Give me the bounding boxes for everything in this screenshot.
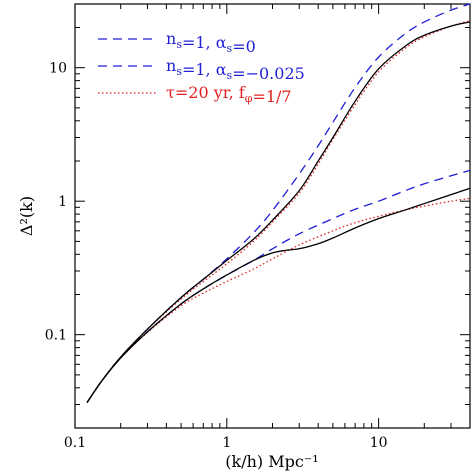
y-tick-label: 1 [58,194,67,210]
x-axis-label: (k/h) Mpc⁻¹ [225,452,318,471]
x-tick-label: 0.1 [64,435,86,451]
series-line-1 [86,169,471,403]
series-line-4 [86,21,471,403]
legend-label-0: ns=1, αs=0 [166,29,256,56]
legend-label-2: τ=20 yr, fφ=1/7 [166,83,292,106]
x-tick-label: 1 [222,435,231,451]
y-tick-label: 10 [49,61,67,77]
series-layer [86,3,471,403]
y-axis-label: Δ²(k) [17,196,36,236]
axis-ticks [74,3,471,429]
tick-labels: 0.1 1 10 0.1 1 10 [45,61,388,451]
series-line-3 [86,197,471,403]
legend-label-1: ns=1, αs=−0.025 [166,56,305,83]
x-tick-label: 10 [370,435,388,451]
series-line-5 [86,187,471,403]
y-tick-label: 0.1 [45,328,67,344]
